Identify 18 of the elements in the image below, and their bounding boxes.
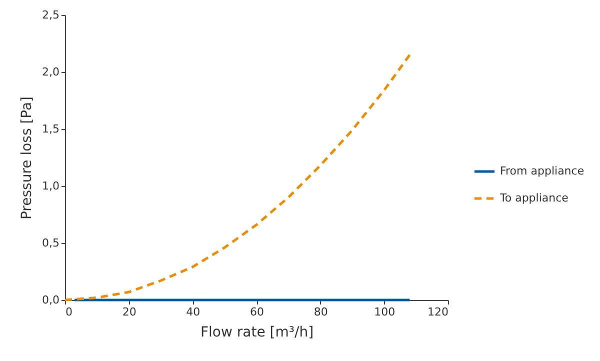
y-tick-label: 2,5 — [42, 8, 60, 22]
x-tick-label: 100 — [374, 306, 396, 318]
y-tick-label: 2,0 — [42, 66, 60, 78]
x-tick-label: 40 — [186, 306, 200, 318]
x-tick-label: 120 — [428, 306, 448, 318]
x-tick-label: 60 — [250, 306, 264, 318]
y-tick-label: 1,0 — [42, 180, 60, 192]
y-tick-label: 0,5 — [42, 236, 60, 250]
line-series — [64, 54, 411, 302]
x-tick-label: 0 — [66, 306, 72, 318]
y-tick-label: 1,5 — [42, 122, 60, 136]
legend-label: From appliance — [500, 164, 584, 178]
x-tick-label: 80 — [314, 306, 328, 318]
x-axis-title: Flow rate [m³/h] — [200, 324, 314, 340]
x-tick-label: 20 — [122, 306, 136, 318]
y-axis-title: Pressure loss [Pa] — [19, 96, 36, 220]
legend-label: To appliance — [499, 192, 569, 204]
y-tick-label: 0,0 — [42, 294, 60, 306]
